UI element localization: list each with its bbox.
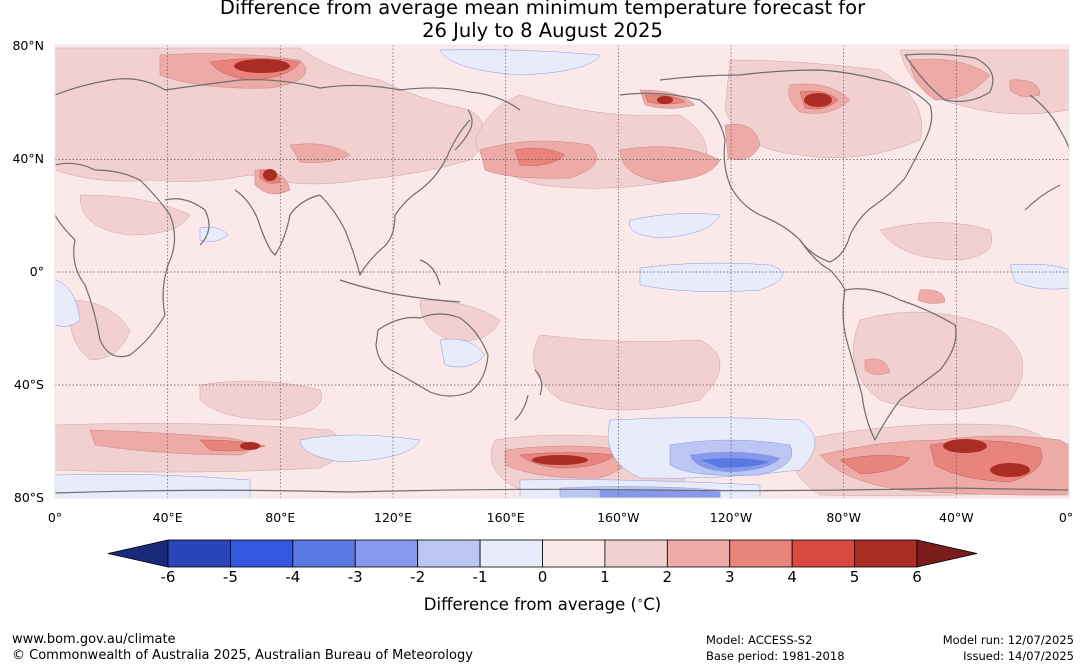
- lon-label-120e: 120°E: [373, 510, 413, 525]
- lon-label-40w: 40°W: [939, 510, 974, 525]
- footer-copyright: © Commonwealth of Australia 2025, Austra…: [12, 648, 473, 663]
- lon-label-80e: 80°E: [265, 510, 296, 525]
- colorbar-tick-label: 6: [912, 568, 922, 586]
- colorbar-segment: [729, 539, 793, 568]
- map-title-line2: 26 July to 8 August 2025: [422, 19, 663, 42]
- lon-label-40e: 40°E: [152, 510, 183, 525]
- footer-base-period: Base period: 1981-2018: [706, 649, 845, 663]
- footer-model-run: Model run: 12/07/2025: [942, 633, 1074, 647]
- colorbar-tick-label: -3: [347, 568, 363, 586]
- colorbar-segment: [542, 539, 606, 568]
- colorbar-tick-label: 5: [849, 568, 860, 586]
- lat-label-80n: 80°N: [12, 38, 44, 53]
- colorbar-extend-low: [107, 539, 169, 568]
- lon-label-160e: 160°E: [486, 510, 525, 525]
- colorbar-segment: [167, 539, 231, 568]
- colorbar-tick-label: 2: [662, 568, 673, 586]
- lat-label-80s: 80°S: [13, 490, 44, 505]
- lon-label-120w: 120°W: [709, 510, 753, 525]
- colorbar-segment: [292, 539, 356, 568]
- colorbar-tick-label: 4: [787, 568, 797, 586]
- colorbar-segment: [791, 539, 855, 568]
- graticule: [55, 45, 1069, 498]
- colorbar-segment: [230, 539, 294, 568]
- anomaly-negative-regions: [55, 49, 1069, 498]
- colorbar-segment: [854, 539, 918, 568]
- lat-label-40s: 40°S: [13, 377, 44, 392]
- colorbar-segment: [354, 539, 419, 568]
- colorbar-tick-label: 1: [600, 568, 610, 586]
- colorbar-tick-label: 3: [724, 568, 735, 586]
- colorbar-tick-label: -6: [160, 568, 176, 586]
- colorbar-tick-label: -5: [222, 568, 238, 586]
- anomaly-4-6-regions: [234, 59, 1030, 477]
- colorbar-segment: [666, 539, 731, 568]
- map-title: Difference from average mean minimum tem…: [0, 0, 1085, 42]
- colorbar-tick-label: -1: [472, 568, 488, 586]
- colorbar-tick-label: 0: [537, 568, 548, 586]
- map-title-line1: Difference from average mean minimum tem…: [219, 0, 866, 19]
- colorbar-tick-label: -4: [285, 568, 301, 586]
- lat-label-equator: 0°: [29, 264, 44, 279]
- lon-label-80w: 80°W: [826, 510, 861, 525]
- colorbar-segment: [417, 539, 481, 568]
- coastlines: [55, 53, 1069, 494]
- colorbar-tick-label: -2: [410, 568, 426, 586]
- footer-issued: Issued: 14/07/2025: [963, 649, 1074, 663]
- colorbar-extend-high: [916, 539, 978, 568]
- footer-website: www.bom.gov.au/climate: [12, 632, 176, 647]
- lon-label-0-right: 0°: [1058, 510, 1074, 525]
- footer-model: Model: ACCESS-S2: [706, 633, 813, 647]
- colorbar-title: Difference from average (∘C): [423, 595, 662, 614]
- lon-label-160w: 160°W: [597, 510, 640, 525]
- colorbar-segments: [107, 539, 978, 568]
- colorbar-segment: [604, 539, 668, 568]
- lat-label-40n: 40°N: [12, 151, 44, 166]
- colorbar: [107, 539, 978, 568]
- colorbar-segment: [479, 539, 543, 568]
- lon-label-0-left: 0°: [47, 510, 63, 525]
- map-frame: [54, 44, 1070, 499]
- forecast-map: [54, 44, 1070, 499]
